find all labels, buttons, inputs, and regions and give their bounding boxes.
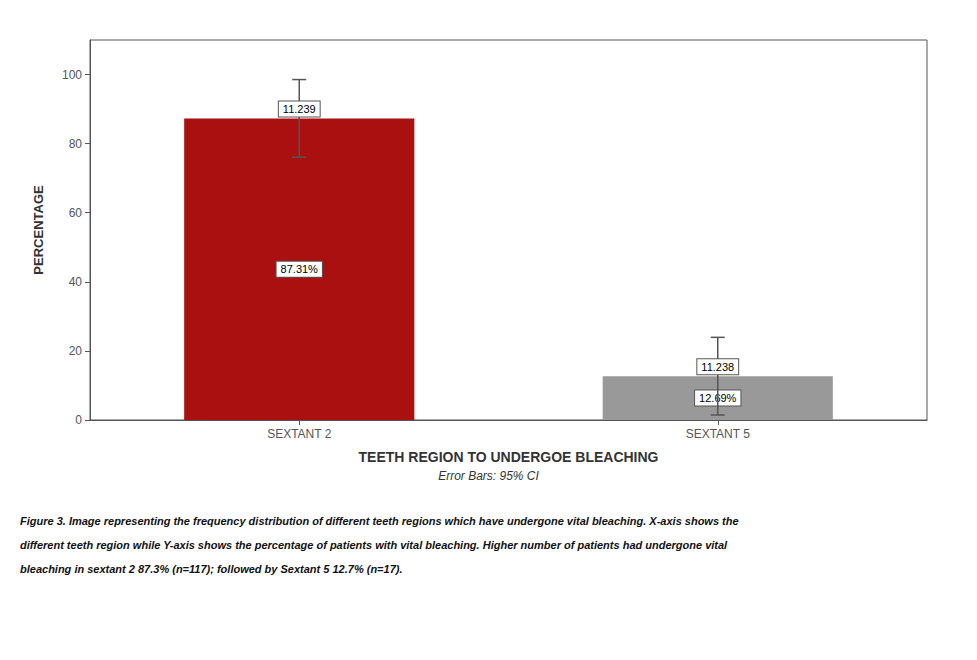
svg-text:0: 0 — [75, 413, 82, 427]
svg-text:40: 40 — [69, 275, 83, 289]
svg-text:Error Bars: 95% CI: Error Bars: 95% CI — [438, 469, 539, 483]
svg-text:12.69%: 12.69% — [699, 392, 737, 405]
svg-text:Figure 3. Image representing t: Figure 3. Image representing the frequen… — [20, 515, 739, 527]
svg-text:60: 60 — [69, 206, 83, 220]
svg-text:80: 80 — [69, 137, 83, 151]
svg-text:20: 20 — [69, 344, 83, 358]
svg-text:bleaching in sextant 2 87.3% (: bleaching in sextant 2 87.3% (n=117); fo… — [20, 563, 402, 575]
svg-text:11.239: 11.239 — [283, 103, 316, 115]
svg-text:different teeth region while Y: different teeth region while Y-axis show… — [20, 539, 728, 551]
svg-text:SEXTANT 2: SEXTANT 2 — [267, 427, 332, 441]
svg-text:87.31%: 87.31% — [281, 263, 319, 275]
svg-text:PERCENTAGE: PERCENTAGE — [31, 185, 46, 275]
svg-text:TEETH REGION TO UNDERGOE BLEAC: TEETH REGION TO UNDERGOE BLEACHING — [359, 449, 659, 465]
svg-text:11.238: 11.238 — [701, 361, 734, 373]
svg-text:100: 100 — [62, 68, 82, 82]
svg-text:SEXTANT 5: SEXTANT 5 — [686, 427, 751, 441]
